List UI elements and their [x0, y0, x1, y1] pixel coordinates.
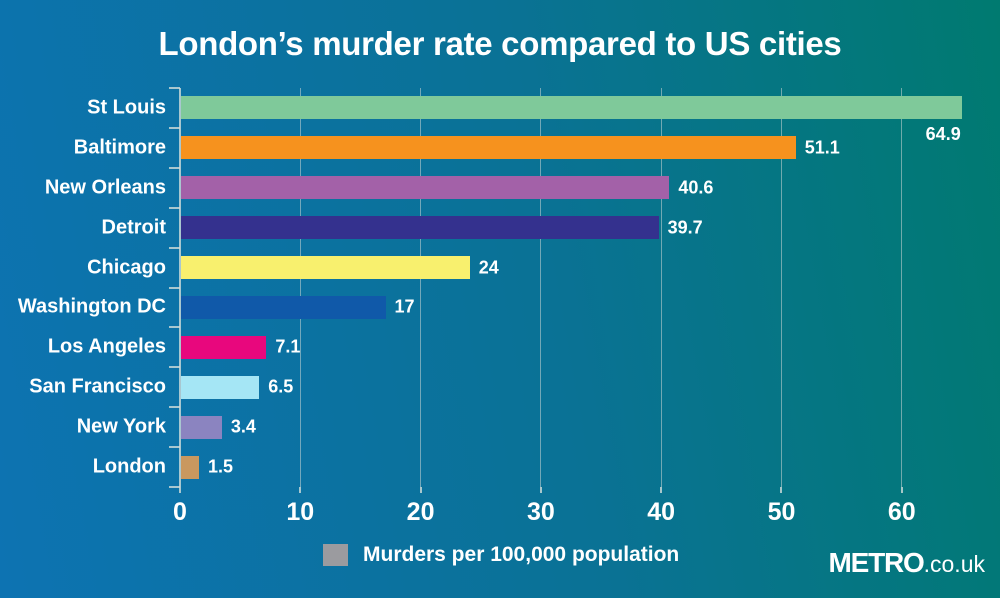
category-label-los-angeles: Los Angeles: [47, 335, 166, 358]
bar-detroit: [181, 216, 659, 240]
y-axis-tick-3: [169, 206, 180, 209]
x-tick-label-50: 50: [767, 498, 796, 526]
bar-london: [181, 455, 200, 479]
y-axis-tick-1: [169, 126, 180, 129]
value-label-detroit: 39.7: [667, 217, 703, 238]
value-label-st-louis: 64.9: [925, 124, 961, 145]
y-axis-tick-9: [169, 446, 180, 449]
x-axis-tick-50: [780, 487, 783, 493]
y-axis-tick-0: [169, 87, 180, 89]
value-label-london: 1.5: [208, 456, 234, 477]
x-axis-tick-60: [900, 487, 903, 493]
bar-st-louis: [181, 96, 962, 120]
x-tick-label-30: 30: [526, 498, 555, 526]
category-label-washington-dc: Washington DC: [17, 295, 166, 318]
y-axis-tick-10: [169, 486, 180, 488]
gridline-60: [901, 88, 903, 487]
gridline-10: [299, 88, 301, 487]
y-axis-tick-6: [169, 326, 180, 329]
plot-area: 0 10 20 30 40 50 60 St Louis 64.9 Baltimore 51.1 Ne…: [18, 87, 998, 526]
y-axis-tick-8: [169, 406, 180, 409]
category-label-st-louis: St Louis: [87, 96, 166, 119]
chart-title: London’s murder rate compared to US citi…: [158, 25, 842, 62]
gridline-50: [780, 88, 782, 487]
legend-swatch: [323, 544, 348, 566]
legend: Murders per 100,000 population: [323, 543, 679, 567]
bar-san-francisco: [181, 375, 260, 399]
x-axis-tick-20: [419, 487, 422, 493]
metro-logo: METRO .co.uk: [829, 547, 985, 579]
value-label-san-francisco: 6.5: [268, 376, 294, 397]
category-label-london: London: [92, 455, 166, 478]
x-axis-tick-30: [539, 487, 542, 493]
category-label-chicago: Chicago: [87, 256, 166, 279]
bar-chicago: [181, 256, 470, 280]
x-axis-tick-40: [660, 487, 663, 493]
category-label-detroit: Detroit: [101, 216, 166, 239]
legend-label: Murders per 100,000 population: [363, 543, 680, 566]
category-label-baltimore: Baltimore: [73, 136, 166, 159]
x-tick-label-40: 40: [647, 498, 676, 526]
gridline-30: [540, 88, 542, 487]
bar-new-orleans: [181, 176, 670, 200]
value-label-new-orleans: 40.6: [678, 177, 714, 198]
category-label-san-francisco: San Francisco: [29, 375, 166, 398]
y-axis-line: [179, 88, 181, 487]
value-label-los-angeles: 7.1: [275, 336, 301, 357]
x-tick-label-20: 20: [406, 498, 435, 526]
value-label-baltimore: 51.1: [804, 137, 840, 158]
x-axis-tick-10: [299, 487, 302, 493]
x-tick-label-60: 60: [887, 498, 916, 526]
x-axis-tick-0: [179, 487, 181, 493]
x-tick-label-0: 0: [173, 498, 187, 526]
metro-logo-domain-suffix: .co.uk: [923, 551, 985, 577]
y-axis-tick-5: [169, 286, 180, 289]
bar-baltimore: [181, 136, 796, 160]
category-label-new-orleans: New Orleans: [44, 176, 166, 199]
y-axis-tick-7: [169, 366, 180, 369]
value-label-chicago: 24: [478, 257, 499, 278]
gridline-40: [660, 88, 662, 487]
gridline-20: [420, 88, 422, 487]
category-label-new-york: New York: [76, 415, 166, 438]
x-tick-label-10: 10: [286, 498, 315, 526]
y-axis-tick-2: [169, 166, 180, 169]
value-label-new-york: 3.4: [230, 416, 256, 437]
bar-new-york: [181, 415, 222, 439]
y-axis-tick-4: [169, 246, 180, 249]
bar-washington-dc: [181, 295, 386, 319]
bar-los-angeles: [181, 335, 267, 359]
value-label-washington-dc: 17: [394, 296, 415, 317]
metro-logo-wordmark: METRO: [828, 547, 925, 578]
